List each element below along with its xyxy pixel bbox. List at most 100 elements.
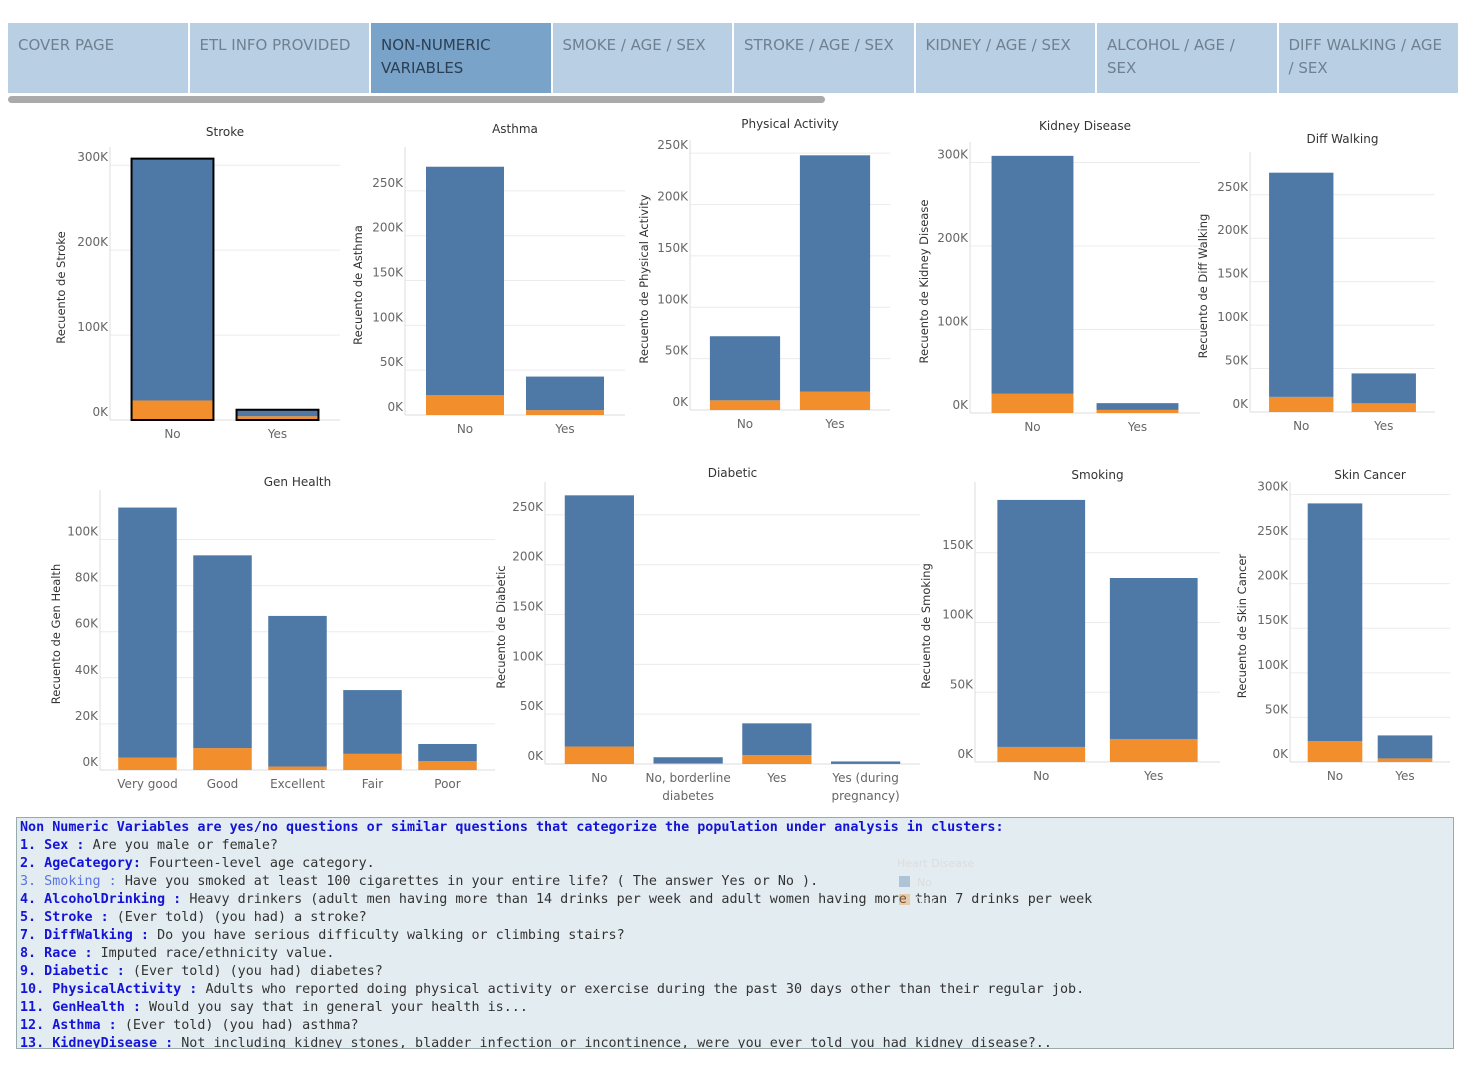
chart-title: Stroke [206,125,244,139]
x-tick-label: Yes [554,422,574,436]
bar-segment [742,723,812,756]
bar-segment [193,748,252,770]
y-tick-label: 60K [75,617,99,631]
note-text: Heavy drinkers (adult men having more th… [189,892,1093,907]
x-tick-label: Yes [1127,420,1147,434]
tab[interactable]: ETL INFO PROVIDED [189,23,369,93]
bar-segment [1307,503,1363,742]
y-tick-label: 300K [77,150,109,164]
bar-segment [991,393,1074,413]
tab[interactable]: SMOKE / AGE / SEX [552,23,732,93]
bar-segment [118,757,177,770]
y-axis-title: Recuento de Gen Health [49,564,63,704]
bar-segment [118,507,177,758]
x-tick-label: Excellent [270,777,325,791]
bar-segment [564,495,634,747]
bar-segment [742,755,812,764]
y-tick-label: 0K [92,405,109,419]
y-tick-label: 250K [512,500,544,514]
y-tick-label: 0K [1232,397,1249,411]
note-text: Adults who reported doing physical activ… [205,982,1085,997]
y-tick-label: 50K [665,344,689,358]
bar-segment [799,391,871,410]
note-label: 2. AgeCategory: [20,856,141,871]
y-tick-label: 150K [372,266,404,280]
bar-segment [418,761,477,770]
bar-segment [1377,735,1433,759]
chart-title: Gen Health [264,475,332,489]
y-tick-label: 200K [372,221,404,235]
bar-segment [236,416,319,420]
note-text: Do you have serious difficulty walking o… [157,928,625,943]
x-tick-label: No [457,422,473,436]
bar-segment [1351,373,1416,404]
x-tick-label: Yes [1394,769,1414,783]
bar-segment [426,395,504,415]
x-tick-label: Good [207,777,239,791]
bar-segment [526,376,604,411]
y-tick-label: 200K [1257,569,1289,583]
tab[interactable]: COVER PAGE [8,23,188,93]
note-item: 8. Race : Imputed race/ethnicity value. [20,945,1450,963]
y-tick-label: 80K [75,571,99,585]
bar-segment [268,766,327,770]
note-item: 1. Sex : Are you male or female? [20,837,1450,855]
tab[interactable]: ALCOHOL / AGE / SEX [1097,23,1277,93]
tab[interactable]: DIFF WALKING / AGE / SEX [1278,23,1458,93]
y-tick-label: 300K [937,148,969,162]
y-tick-label: 0K [952,398,969,412]
y-axis-title: Recuento de Kidney Disease [917,200,931,364]
x-tick-label: Yes [1143,769,1163,783]
bar-segment [991,155,1074,394]
chart-title: Diabetic [708,466,758,480]
tab[interactable]: NON-NUMERIC VARIABLES [371,23,551,93]
bar-segment [709,400,781,410]
note-label: 5. Stroke : [20,910,109,925]
scrollbar[interactable] [8,96,825,103]
note-item: 4. AlcoholDrinking : Heavy drinkers (adu… [20,891,1450,909]
bar-segment [1269,172,1334,397]
y-tick-label: 250K [1217,180,1249,194]
y-tick-label: 50K [950,677,974,691]
x-tick-label: Poor [434,777,460,791]
note-item: 2. AgeCategory: Fourteen-level age categ… [20,855,1450,873]
bar-segment [1096,403,1179,410]
y-tick-label: 50K [1225,354,1249,368]
note-label: 4. AlcoholDrinking : [20,892,182,907]
tab[interactable]: STROKE / AGE / SEX [734,23,914,93]
tab[interactable]: KIDNEY / AGE / SEX [915,23,1095,93]
bar-segment [831,761,901,764]
y-axis-title: Recuento de Diabetic [494,565,508,688]
y-tick-label: 0K [82,755,99,769]
y-tick-label: 300K [1257,479,1289,493]
chart-title: Kidney Disease [1039,119,1131,133]
y-tick-label: 100K [372,310,404,324]
x-tick-label-line: pregnancy) [832,789,900,803]
y-tick-label: 100K [512,649,544,663]
y-tick-label: 0K [387,400,404,414]
x-tick-label-line: diabetes [662,789,714,803]
note-label: 9. Diabetic : [20,964,125,979]
y-axis-title: Recuento de Asthma [351,225,365,345]
x-tick-label: No, borderline diabetes [646,771,731,803]
bar-segment [1109,738,1198,762]
y-tick-label: 50K [1265,702,1289,716]
y-tick-label: 150K [657,241,689,255]
notes-intro: Non Numeric Variables are yes/no questio… [20,819,1450,837]
x-tick-label: Yes [267,427,287,441]
note-label: 3. Smoking : [20,874,117,889]
bar-segment [236,409,319,417]
note-label: 12. Asthma : [20,1018,117,1033]
bar-segment [564,746,634,764]
bar-segment [997,499,1086,747]
note-text: (Ever told) (you had) diabetes? [132,964,383,979]
bar-segment [709,336,781,401]
y-tick-label: 150K [1217,267,1249,281]
y-tick-label: 40K [75,663,99,677]
bar-segment [131,400,214,420]
y-axis-title: Recuento de Stroke [54,231,68,343]
note-label: 11. GenHealth : [20,1000,141,1015]
bar-segment [268,615,327,767]
x-tick-label: Yes (during pregnancy) [831,771,899,803]
bar-segment [997,746,1086,762]
